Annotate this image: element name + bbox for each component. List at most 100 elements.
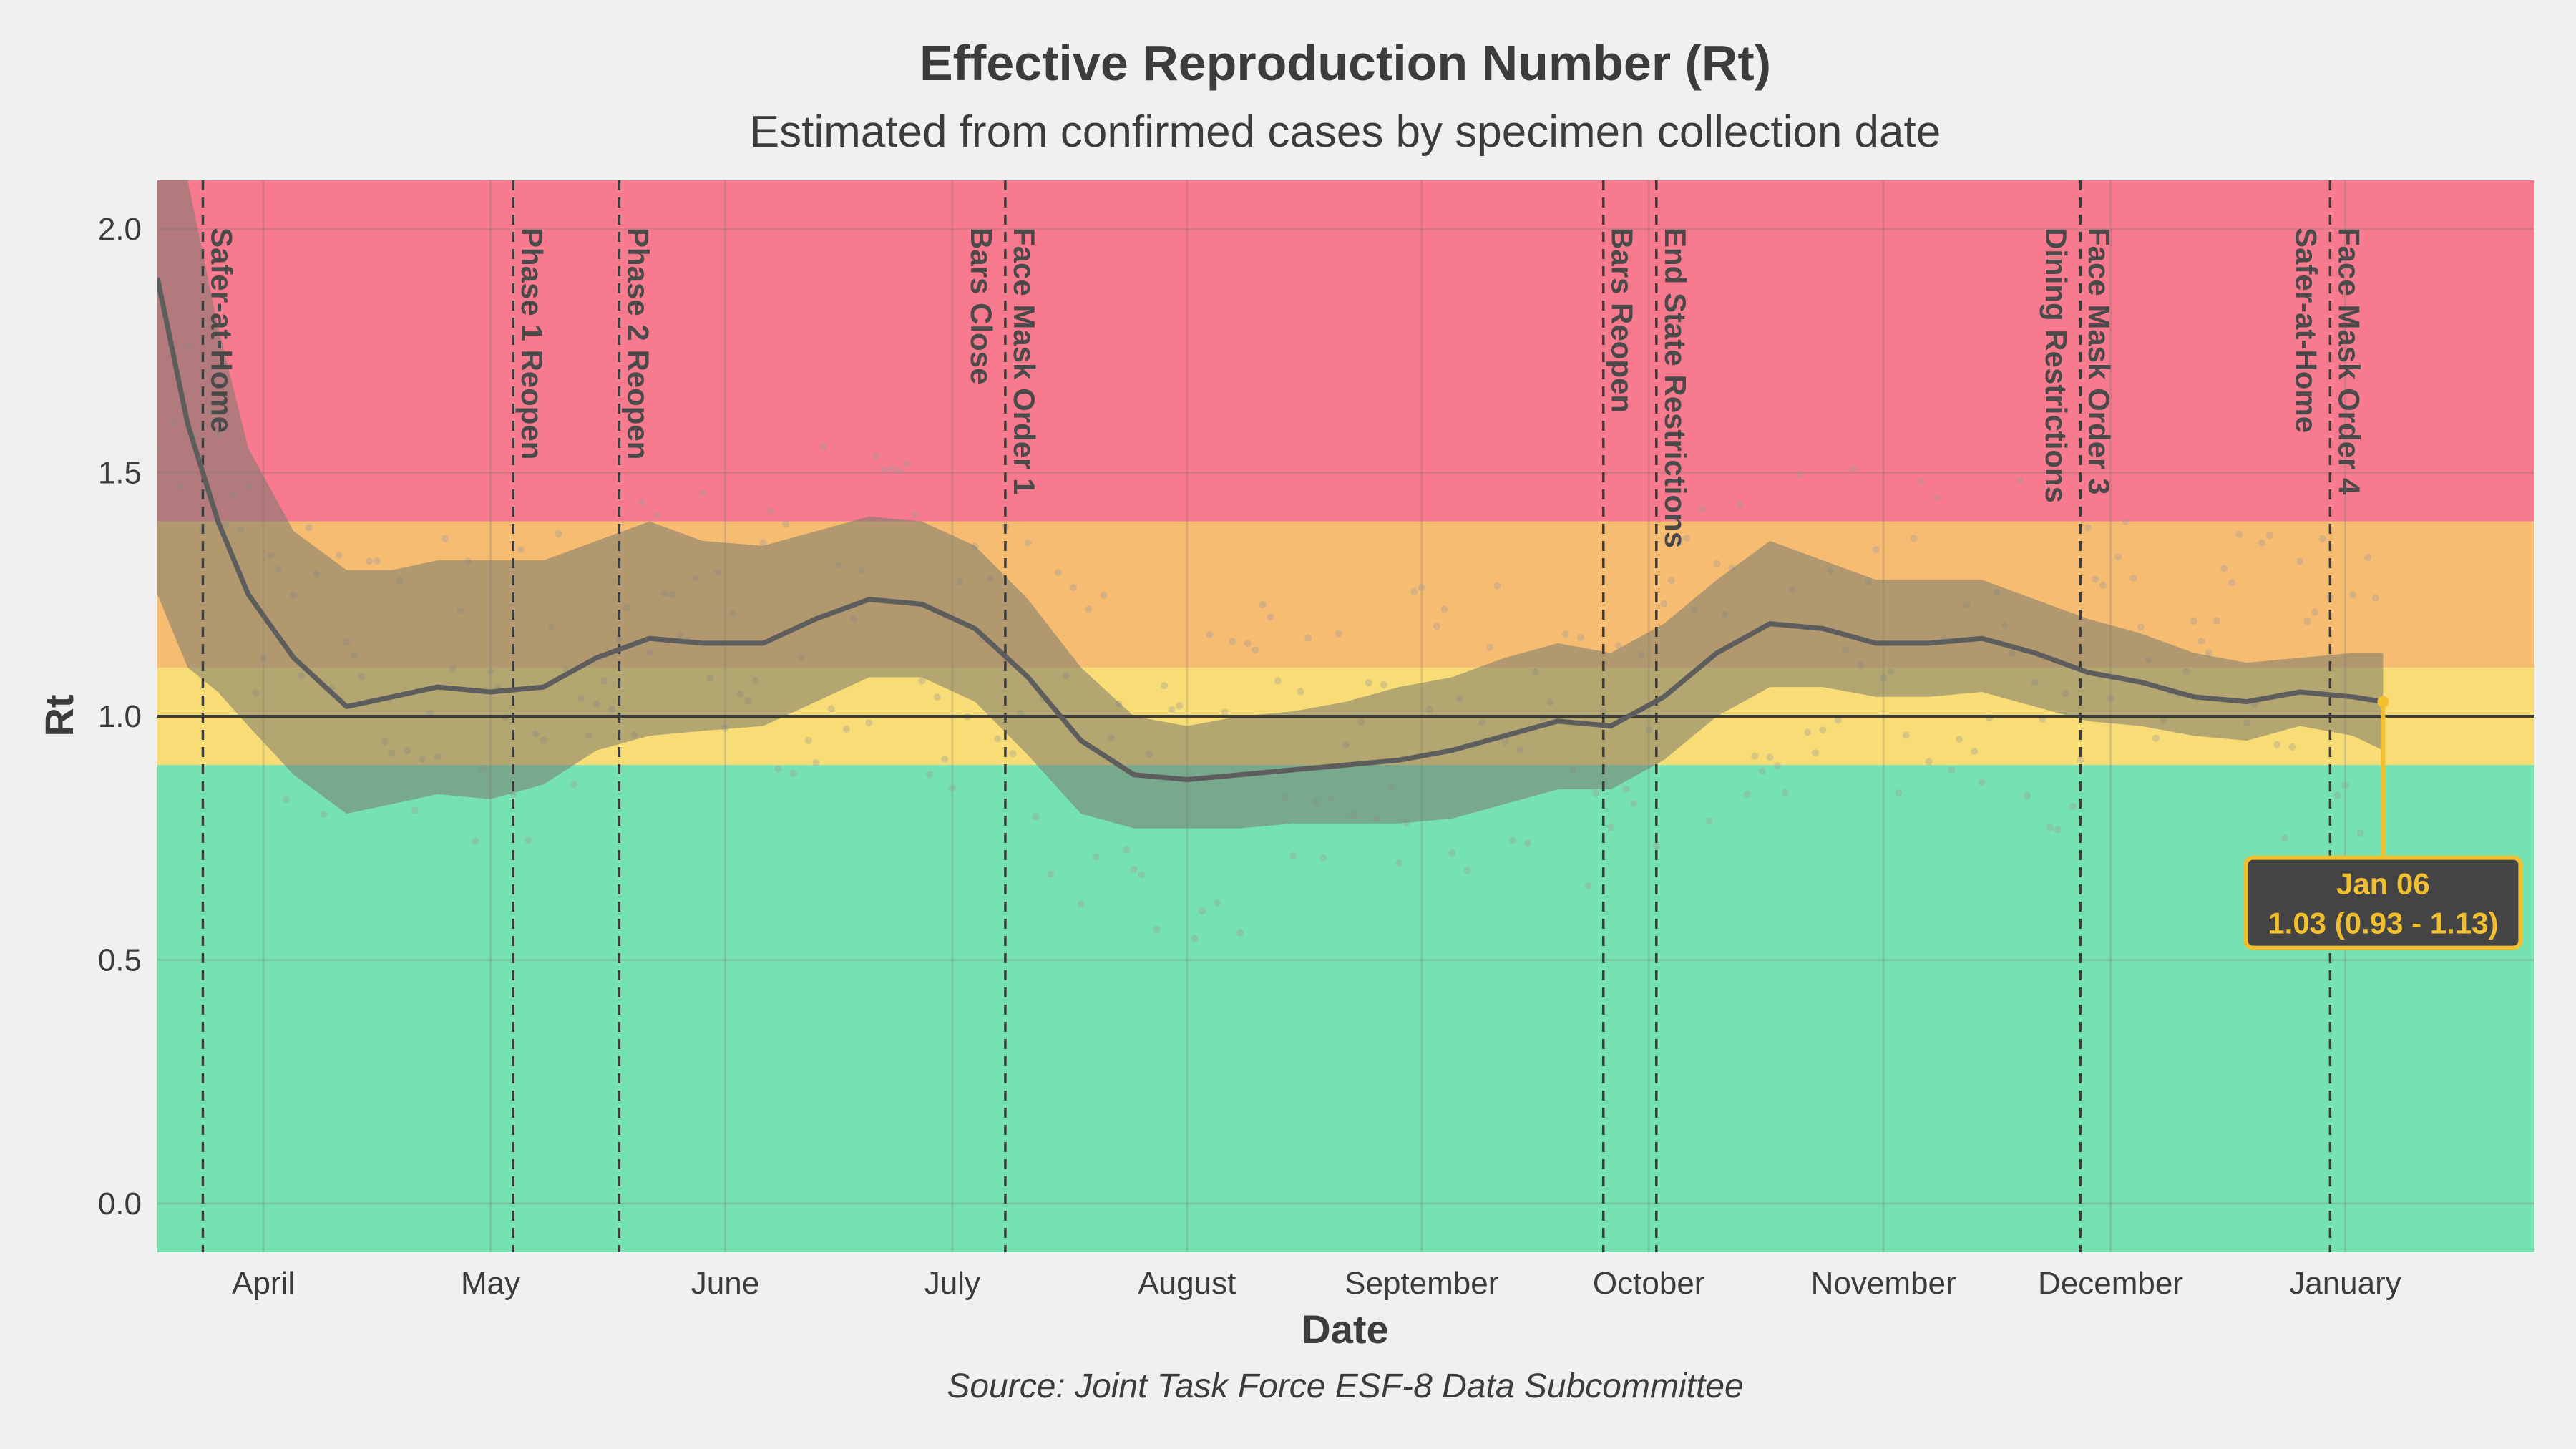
daily-point (2114, 553, 2122, 561)
daily-point (2016, 477, 2024, 484)
daily-point (1872, 546, 1880, 554)
callout-date: Jan 06 (2336, 867, 2430, 901)
daily-point (1153, 925, 1161, 933)
daily-point (1948, 766, 1956, 774)
daily-point (282, 796, 290, 804)
daily-point (804, 736, 812, 744)
daily-point (2311, 608, 2319, 616)
daily-point (2273, 741, 2281, 748)
y-tick-label: 0.5 (98, 942, 142, 977)
daily-point (1024, 539, 1032, 547)
event-label: Face Mask Order 4 (2332, 228, 2366, 495)
daily-point (2190, 618, 2197, 625)
daily-point (2349, 591, 2357, 599)
daily-point (865, 719, 873, 727)
chart-title: Effective Reproduction Number (Rt) (919, 35, 1771, 91)
daily-point (1236, 929, 1244, 937)
daily-point (335, 551, 343, 559)
daily-point (1584, 882, 1592, 889)
daily-point (1758, 767, 1766, 775)
daily-point (2265, 532, 2273, 540)
daily-point (2092, 575, 2099, 583)
daily-point (766, 507, 774, 515)
daily-point (933, 693, 941, 701)
daily-point (2205, 649, 2213, 657)
daily-point (888, 464, 896, 472)
daily-point (1047, 870, 1055, 878)
daily-point (1077, 900, 1085, 908)
daily-point (1766, 753, 1774, 761)
daily-point (1054, 569, 1062, 577)
daily-point (1736, 501, 1744, 509)
daily-point (1440, 605, 1448, 613)
daily-point (1229, 638, 1236, 645)
daily-point (782, 520, 790, 528)
daily-point (1380, 680, 1387, 688)
daily-point (411, 806, 419, 814)
daily-point (903, 460, 911, 468)
daily-point (2220, 565, 2228, 572)
confidence-ribbon (157, 180, 2384, 829)
daily-point (653, 512, 661, 519)
rt-zone-0 (157, 765, 2534, 1252)
daily-point (2371, 594, 2379, 602)
event-label: Phase 2 Reopen (621, 228, 655, 459)
x-tick-label: May (461, 1266, 520, 1301)
daily-point (910, 510, 918, 518)
x-tick-label: January (2289, 1266, 2401, 1301)
daily-point (366, 557, 374, 565)
daily-point (517, 546, 525, 554)
daily-point (1085, 605, 1093, 613)
daily-point (789, 769, 797, 777)
daily-point (1910, 535, 1918, 542)
daily-point (698, 489, 706, 497)
daily-point (320, 810, 328, 818)
daily-point (638, 499, 646, 507)
daily-point (1523, 839, 1531, 847)
daily-point (941, 756, 949, 763)
daily-point (2024, 792, 2031, 800)
daily-point (1622, 785, 1630, 793)
daily-point (2235, 530, 2243, 538)
daily-point (880, 466, 888, 474)
y-tick-label: 0.0 (98, 1186, 142, 1221)
x-tick-label: December (2038, 1266, 2183, 1301)
daily-point (525, 836, 532, 844)
daily-point (1176, 702, 1184, 710)
x-axis-label: Date (1302, 1307, 1388, 1352)
daily-point (1796, 471, 1804, 479)
event-label: Phase 1 Reopen (515, 228, 549, 459)
event-label: Bars Reopen (1606, 228, 1639, 413)
daily-point (1463, 867, 1471, 874)
daily-point (2288, 743, 2296, 751)
daily-point (555, 530, 562, 538)
daily-point (1902, 731, 1910, 739)
daily-point (1561, 630, 1569, 638)
daily-point (2258, 539, 2266, 547)
x-tick-label: September (1345, 1266, 1498, 1301)
daily-point (820, 443, 828, 451)
daily-point (1667, 577, 1675, 585)
x-tick-label: June (691, 1266, 759, 1301)
daily-point (2364, 554, 2372, 562)
daily-point (2333, 791, 2341, 799)
daily-point (1395, 859, 1403, 867)
daily-point (1971, 748, 1979, 756)
daily-point (1221, 708, 1229, 716)
daily-point (1168, 706, 1176, 713)
x-tick-label: October (1593, 1266, 1705, 1301)
daily-point (1660, 600, 1668, 608)
daily-point (1607, 824, 1615, 831)
x-tick-label: November (1811, 1266, 1956, 1301)
daily-point (1819, 726, 1827, 734)
daily-point (1267, 613, 1274, 621)
daily-point (1138, 871, 1146, 879)
daily-point (1486, 643, 1494, 651)
daily-point (1070, 584, 1078, 592)
daily-point (895, 467, 903, 474)
x-tick-label: April (232, 1266, 295, 1301)
daily-point (1161, 682, 1169, 690)
daily-point (1781, 789, 1789, 796)
daily-point (2084, 524, 2092, 532)
